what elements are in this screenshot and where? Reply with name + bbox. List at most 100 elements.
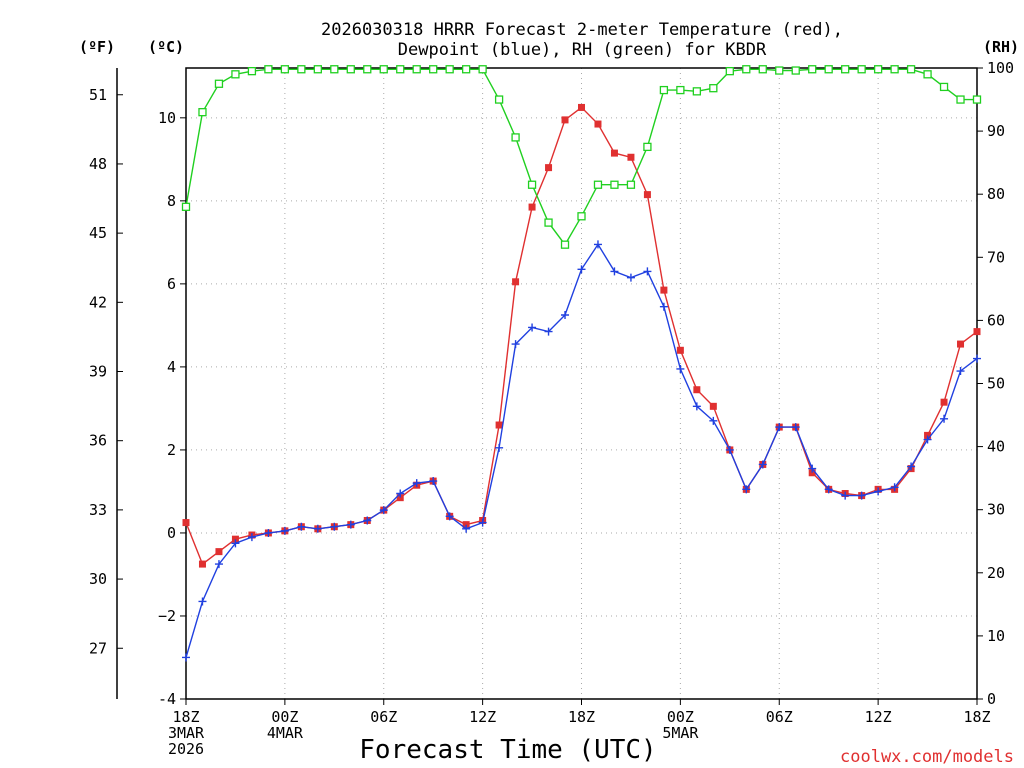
dewpoint-point <box>264 528 273 537</box>
grid-lines <box>186 68 977 699</box>
dewpoint-point <box>247 533 256 542</box>
rh-point <box>313 65 322 74</box>
rh-point <box>297 65 306 74</box>
rh-tick-label: 20 <box>987 564 1005 582</box>
dewpoint-point <box>676 364 685 373</box>
dewpoint-point <box>429 477 438 486</box>
dewpoint-point <box>890 483 899 492</box>
x-tick-label: 12Z <box>865 708 892 726</box>
temperature-point <box>709 402 717 410</box>
dewpoint-point <box>462 524 471 533</box>
temperature-point <box>594 120 602 128</box>
rh-point <box>791 66 800 75</box>
rh-tick-label: 0 <box>987 690 996 708</box>
rh-point <box>280 65 290 74</box>
rh-tick-label: 80 <box>987 185 1005 203</box>
dewpoint-point <box>824 485 833 494</box>
celsius-tick-label: 10 <box>158 109 176 127</box>
temperature-point <box>396 494 404 502</box>
fahrenheit-tick-label: 48 <box>89 155 107 173</box>
rh-tick-label: 50 <box>987 375 1005 393</box>
rh-point <box>725 67 734 76</box>
fahrenheit-tick-label: 27 <box>89 639 107 657</box>
rh-point <box>429 65 438 74</box>
rh-point <box>527 180 537 189</box>
dewpoint-point <box>709 416 718 425</box>
temperature-point <box>693 386 701 394</box>
rh-point <box>709 84 718 93</box>
dewpoint-point <box>725 445 734 454</box>
series-rh <box>181 65 982 249</box>
celsius-unit-label: (ºC) <box>148 38 184 56</box>
celsius-tick-label: 2 <box>167 441 176 459</box>
x-tick-label: 00Z <box>667 708 694 726</box>
fahrenheit-tick-label: 42 <box>89 293 107 311</box>
rh-point <box>478 65 487 74</box>
dewpoint-point <box>775 423 784 432</box>
temperature-point <box>182 519 190 527</box>
dewpoint-point <box>577 265 586 274</box>
fahrenheit-tick-label: 51 <box>89 86 107 104</box>
x-tick-label: 06Z <box>370 708 397 726</box>
chart-title-line2: Dewpoint (blue), RH (green) for KBDR <box>398 40 767 60</box>
rh-point <box>494 95 504 104</box>
rh-unit-label: (RH) <box>983 38 1019 56</box>
rh-point <box>544 218 553 227</box>
dewpoint-point <box>626 273 635 282</box>
rh-point <box>890 65 899 74</box>
rh-point <box>198 108 207 117</box>
temperature-point <box>627 153 635 161</box>
dewpoint-point <box>758 460 767 469</box>
celsius-tick-label: 4 <box>167 358 176 376</box>
temperature-point <box>578 103 585 111</box>
rh-point <box>577 212 586 221</box>
rh-point <box>412 65 421 74</box>
dewpoint-point <box>214 560 223 569</box>
fahrenheit-tick-label: 33 <box>89 501 107 519</box>
series-dewpoint <box>182 240 981 662</box>
rh-point <box>857 65 866 74</box>
x-tick-label: 06Z <box>766 708 793 726</box>
temperature-point <box>198 560 206 568</box>
x-tick-label: 18Z <box>172 708 199 726</box>
rh-tick-label: 10 <box>987 627 1005 645</box>
dewpoint-point <box>396 489 405 498</box>
rh-point <box>181 202 191 211</box>
rh-point <box>593 180 603 189</box>
temperature-point <box>924 431 932 439</box>
dewpoint-point <box>412 479 421 488</box>
rh-point <box>363 65 372 74</box>
rh-point <box>214 79 224 88</box>
dewpoint-point <box>973 354 981 363</box>
dewpoint-point <box>544 327 553 336</box>
x-tick-label: 18Z <box>963 708 990 726</box>
dewpoint-point <box>593 240 602 249</box>
dewpoint-point <box>445 512 454 521</box>
temperature-point <box>561 116 569 124</box>
rh-point <box>396 65 405 74</box>
rh-point <box>972 95 982 104</box>
temperature-point <box>643 191 651 199</box>
rh-point <box>923 70 932 79</box>
celsius-tick-label: 0 <box>167 524 176 542</box>
dewpoint-point <box>313 524 322 533</box>
rh-point <box>742 65 751 74</box>
dewpoint-point <box>940 414 949 423</box>
dewpoint-point <box>841 491 850 500</box>
dewpoint-point <box>363 516 372 525</box>
dewpoint-point <box>182 653 190 662</box>
temperature-point <box>215 548 223 556</box>
rh-point <box>939 82 949 92</box>
rh-point <box>445 65 454 74</box>
rh-point <box>659 85 669 95</box>
dewpoint-point <box>379 506 388 515</box>
rh-tick-label: 100 <box>987 59 1014 77</box>
credit-link[interactable]: coolwx.com/models <box>840 747 1014 767</box>
rh-point <box>824 65 833 74</box>
rh-point <box>873 65 883 74</box>
rh-point <box>610 180 619 189</box>
dewpoint-point <box>511 340 520 349</box>
rh-point <box>956 95 965 104</box>
